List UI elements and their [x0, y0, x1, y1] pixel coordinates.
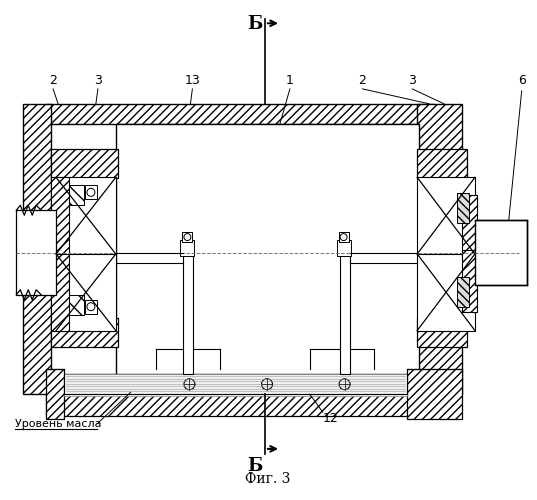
Text: Б: Б: [247, 16, 263, 34]
Bar: [184, 245, 193, 374]
Bar: [46, 104, 434, 124]
Bar: [417, 255, 462, 394]
Bar: [417, 104, 462, 251]
Bar: [64, 374, 407, 396]
Bar: [23, 104, 51, 394]
Bar: [183, 232, 192, 242]
Bar: [407, 370, 462, 419]
Text: 2: 2: [49, 74, 57, 87]
Bar: [339, 232, 349, 242]
Bar: [417, 148, 467, 178]
Bar: [51, 148, 118, 178]
Bar: [462, 196, 477, 257]
Text: 3: 3: [408, 74, 416, 87]
Text: 2: 2: [359, 74, 366, 87]
Text: Уровень масла: Уровень масла: [16, 419, 102, 429]
Bar: [46, 370, 64, 419]
Text: 6: 6: [518, 74, 526, 87]
Bar: [337, 240, 351, 256]
Bar: [180, 240, 194, 256]
Text: 1: 1: [286, 74, 294, 87]
Text: 13: 13: [185, 74, 200, 87]
Bar: [462, 250, 477, 312]
Bar: [85, 300, 97, 314]
Bar: [46, 394, 424, 416]
Bar: [69, 294, 84, 314]
Bar: [56, 254, 116, 330]
Bar: [51, 254, 69, 330]
Bar: [417, 254, 475, 330]
Bar: [56, 178, 116, 254]
Bar: [457, 277, 469, 306]
Text: 3: 3: [94, 74, 102, 87]
Bar: [16, 210, 56, 294]
Bar: [51, 318, 118, 348]
Bar: [69, 186, 84, 205]
Bar: [339, 245, 350, 374]
Text: 12: 12: [323, 412, 338, 425]
Bar: [475, 220, 527, 285]
Bar: [85, 186, 97, 200]
Text: Фиг. 3: Фиг. 3: [245, 472, 291, 486]
Bar: [46, 374, 434, 394]
Bar: [116, 124, 419, 374]
Bar: [417, 178, 475, 254]
Bar: [51, 178, 69, 254]
Bar: [457, 194, 469, 223]
Text: Б: Б: [247, 457, 263, 475]
Bar: [417, 318, 467, 348]
